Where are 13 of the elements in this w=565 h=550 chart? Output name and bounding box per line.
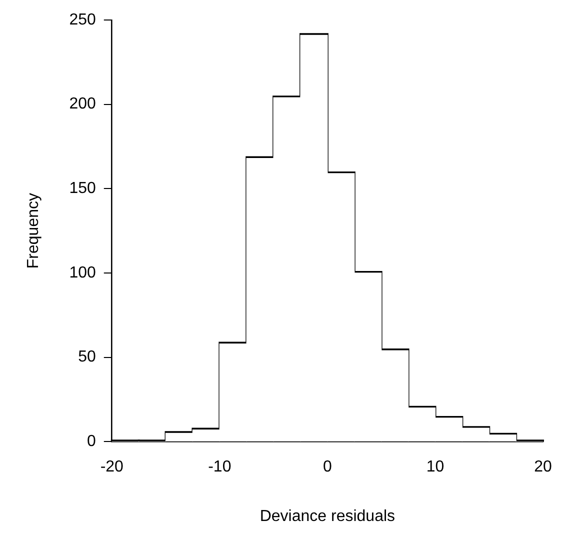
x-tick-label: -10 bbox=[208, 458, 232, 476]
y-tick-label: 50 bbox=[78, 348, 96, 366]
y-tick-label: 100 bbox=[69, 264, 96, 282]
y-axis-title: Frequency bbox=[25, 193, 42, 269]
x-tick-label: -20 bbox=[100, 458, 124, 476]
y-tick-label: 250 bbox=[69, 11, 96, 28]
y-tick-label: 150 bbox=[69, 180, 96, 198]
y-tick-label: 0 bbox=[86, 433, 96, 450]
x-tick-label: 0 bbox=[322, 458, 332, 476]
x-tick-label: 20 bbox=[534, 458, 552, 476]
y-tick-label: 200 bbox=[69, 96, 96, 113]
x-tick-label: 10 bbox=[426, 458, 444, 476]
x-axis-title: Deviance residuals bbox=[260, 508, 396, 525]
